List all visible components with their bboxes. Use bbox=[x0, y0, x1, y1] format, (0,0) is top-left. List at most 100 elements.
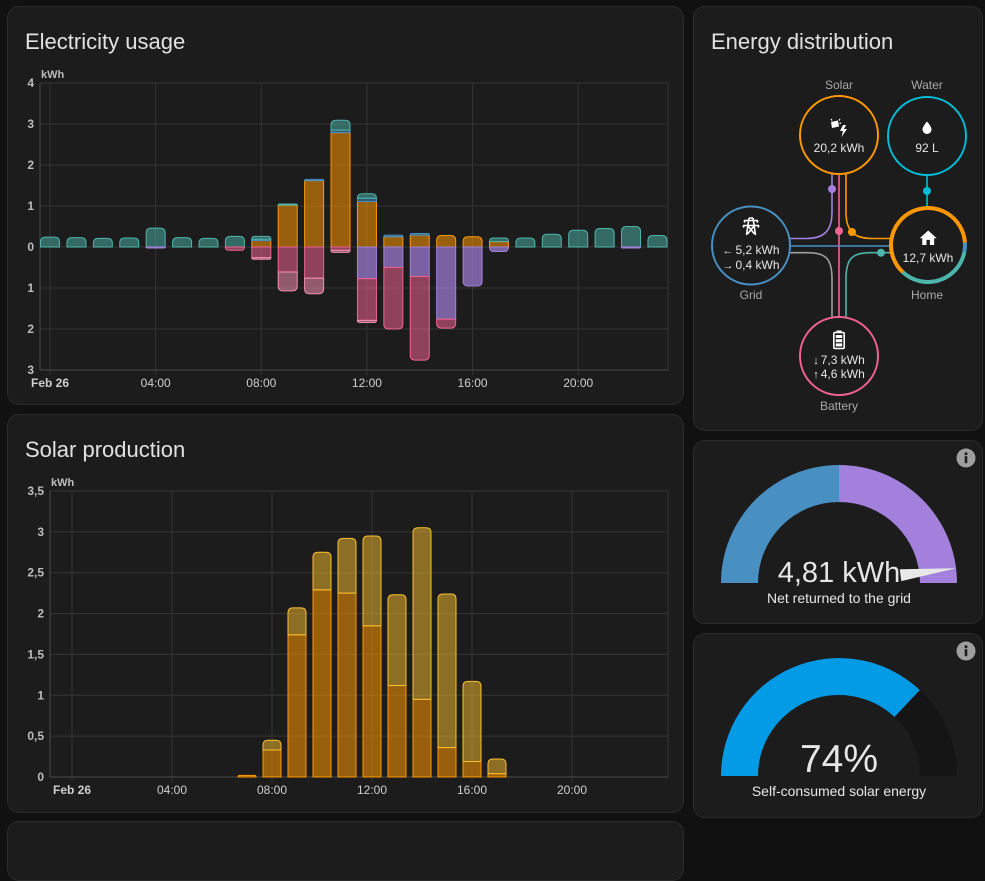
grid-neutrality-gauge: 4,81 kWh Net returned to the grid bbox=[721, 448, 976, 606]
y-tick-label: 3,5 bbox=[27, 484, 44, 498]
home-ring-segment-battery bbox=[901, 251, 967, 284]
info-icon[interactable] bbox=[956, 641, 976, 661]
battery-circle[interactable] bbox=[799, 316, 879, 396]
y-axis-unit: kWh bbox=[41, 69, 65, 81]
solar-label: Solar bbox=[825, 78, 853, 92]
bar-segment bbox=[172, 237, 193, 248]
flow-grid-to-battery bbox=[790, 251, 833, 318]
bar-segment bbox=[409, 232, 430, 236]
bars bbox=[237, 527, 507, 779]
bar-segment bbox=[287, 607, 307, 636]
bar-segment bbox=[594, 228, 615, 248]
x-tick-label: 20:00 bbox=[557, 783, 587, 797]
solar-power-icon bbox=[830, 118, 847, 137]
grid-returned: ← 5,2 kWh bbox=[722, 243, 779, 257]
bar-segment bbox=[386, 594, 407, 686]
bar-segment bbox=[462, 236, 483, 248]
solar-production-card: Solar production 3,5 3 2,5 2 1,5 1 0,5 0 Feb 26 0… bbox=[7, 414, 684, 813]
transmission-tower-icon bbox=[742, 217, 760, 236]
y-tick-label: 1,5 bbox=[27, 647, 44, 661]
bar-segment bbox=[251, 235, 272, 241]
bar-segment bbox=[409, 246, 430, 278]
solar-node[interactable]: Solar 20,2 kWh bbox=[799, 78, 879, 175]
x-tick-label: 16:00 bbox=[458, 376, 488, 390]
y-tick-label: 2 bbox=[27, 158, 34, 172]
bar-segment bbox=[92, 237, 113, 248]
solar-circle[interactable] bbox=[799, 95, 879, 175]
bar-segment bbox=[487, 758, 507, 775]
bar-segment bbox=[383, 236, 404, 248]
grid-consumed-value: 0,4 kWh bbox=[735, 258, 779, 272]
bar-segment bbox=[262, 739, 282, 751]
bar-segment bbox=[66, 237, 87, 248]
bar-segment bbox=[621, 246, 642, 249]
bar-segment bbox=[436, 246, 457, 320]
bar-segment bbox=[541, 233, 562, 248]
bar-segment bbox=[362, 535, 382, 627]
bar-segment bbox=[277, 203, 298, 206]
y-axis-unit: kWh bbox=[51, 477, 75, 489]
battery-label: Battery bbox=[820, 399, 858, 413]
bar-segment bbox=[312, 589, 332, 778]
battery-node[interactable]: ↓ 7,3 kWh ↑ 4,6 kWh Battery bbox=[799, 316, 879, 413]
x-tick-label: 08:00 bbox=[257, 783, 287, 797]
bar-segment bbox=[409, 276, 430, 361]
y-tick-label: 1 bbox=[27, 281, 34, 295]
card-title: Electricity usage bbox=[25, 29, 186, 54]
y-tick-label: 1 bbox=[37, 688, 44, 702]
water-circle[interactable] bbox=[887, 96, 967, 176]
home-node[interactable]: 12,7 kWh Home bbox=[889, 206, 967, 302]
info-icon[interactable] bbox=[956, 448, 976, 468]
electricity-usage-card: Electricity usage 4 3 2 1 0 1 2 3 Feb 26 04:00 08:… bbox=[7, 6, 684, 405]
home-ring[interactable] bbox=[889, 206, 967, 284]
bar-segment bbox=[488, 237, 509, 243]
flow-dot-solar-to-battery bbox=[835, 227, 843, 235]
arrow-left-icon: ← bbox=[722, 245, 733, 257]
y-tick-label: 0 bbox=[37, 770, 44, 784]
x-tick-label: 16:00 bbox=[457, 783, 487, 797]
home-icon bbox=[919, 230, 937, 245]
bar-segment bbox=[436, 235, 457, 248]
grid-node[interactable]: ← 5,2 kWh → 0,4 kWh Grid bbox=[711, 205, 791, 303]
x-tick-label: 20:00 bbox=[563, 376, 593, 390]
x-tick-label: Feb 26 bbox=[53, 783, 91, 797]
flow-dot-solar-to-grid bbox=[828, 185, 836, 193]
solar-production-chart: 3,5 3 2,5 2 1,5 1 0,5 0 Feb 26 04:00 08:00 12:00 16:… bbox=[27, 477, 669, 797]
gauge-needle bbox=[899, 568, 957, 582]
bar-segment bbox=[304, 178, 325, 182]
gauge-value: 4,81 kWh bbox=[778, 557, 901, 589]
bar-segment bbox=[224, 246, 245, 251]
bar-segment bbox=[251, 246, 272, 259]
bar-segment bbox=[250, 239, 272, 248]
bar-segment bbox=[356, 193, 377, 199]
gauge-segment-import bbox=[721, 465, 839, 583]
bar-segment bbox=[304, 277, 325, 295]
y-tick-label: 1 bbox=[27, 199, 34, 213]
bar-segment bbox=[386, 684, 407, 779]
bar-segment bbox=[337, 537, 357, 594]
y-tick-label: 3 bbox=[37, 525, 44, 539]
x-tick-label: 04:00 bbox=[157, 783, 187, 797]
bar-segment bbox=[145, 246, 166, 249]
bar-segment bbox=[383, 234, 404, 238]
next-card bbox=[7, 821, 684, 881]
x-tick-label: 04:00 bbox=[141, 376, 171, 390]
bar-segment bbox=[412, 698, 432, 778]
water-drop-icon bbox=[922, 121, 932, 134]
grid-circle[interactable] bbox=[711, 205, 791, 286]
gauge-value: 74% bbox=[800, 738, 878, 781]
bar-segment bbox=[462, 680, 482, 762]
gauge-fill bbox=[721, 658, 920, 776]
bar-segment bbox=[277, 271, 298, 292]
energy-distribution-card: Energy distribution Solar 20,2 k bbox=[693, 6, 983, 431]
battery-charged-value: 7,3 kWh bbox=[821, 353, 865, 367]
self-consumed-gauge-card: 74% Self-consumed solar energy bbox=[693, 633, 983, 818]
bar-segment bbox=[356, 277, 377, 321]
home-ring-segment-solar bbox=[889, 206, 967, 274]
bar-segment bbox=[198, 237, 219, 248]
grid-neutrality-gauge-card: 4,81 kWh Net returned to the grid bbox=[693, 440, 983, 624]
y-tick-label: 2 bbox=[27, 322, 34, 336]
water-node[interactable]: Water 92 L bbox=[887, 78, 967, 176]
bar-segment bbox=[436, 317, 457, 329]
